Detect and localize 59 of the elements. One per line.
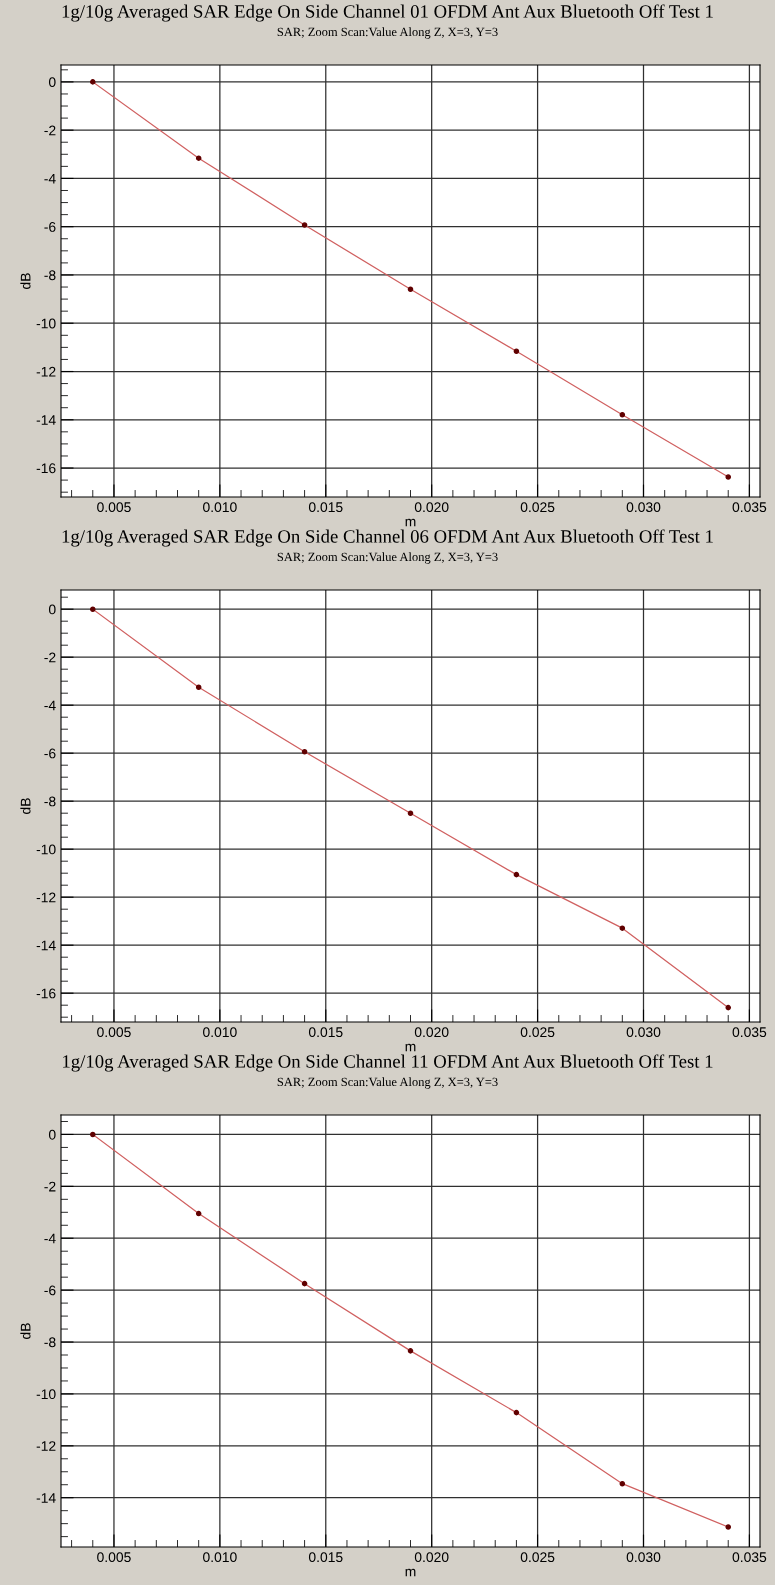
x-tick-label: 0.005 [97,502,131,513]
y-tick-label: -4 [44,173,56,184]
y-tick-label: 0 [48,77,56,88]
y-tick-label: -12 [36,366,56,377]
x-tick-label: 0.010 [203,1552,237,1563]
y-tick-label: 0 [48,604,56,615]
x-tick-label: 0.025 [520,502,555,513]
y-tick-label: -6 [44,1285,56,1296]
y-tick-label: -12 [36,892,56,903]
chart-subtitle: SAR; Zoom Scan:Value Along Z, X=3, Y=3 [277,552,498,564]
y-tick-label: -4 [44,700,56,711]
x-axis-title: m [405,518,416,527]
x-tick-label: 0.005 [97,1027,131,1038]
y-tick-label: -8 [44,1337,56,1348]
y-tick-label: -4 [44,1233,56,1244]
chart-title: 1g/10g Averaged SAR Edge On Side Channel 11 OFDM Ant Aux Bluetooth Off Test 1 [63,1054,713,1072]
x-tick-label: 0.020 [414,502,449,513]
y-tick-label: -6 [44,222,56,232]
y-tick-label: -14 [36,940,56,951]
x-tick-label: 0.025 [520,1552,555,1563]
x-tick-label: 0.035 [732,1027,767,1038]
x-tick-label: 0.035 [732,1552,767,1563]
y-tick-label: -16 [36,463,56,474]
y-axis-title: dB [20,798,31,814]
x-tick-label: 0.035 [732,502,767,513]
x-axis-title: m [405,1043,416,1052]
y-tick-label: 0 [48,1129,56,1140]
y-tick-label: -8 [44,270,56,281]
y-tick-label: -10 [36,318,56,329]
x-tick-label: 0.030 [626,502,661,513]
x-tick-label: 0.020 [414,1027,449,1038]
y-tick-label: -10 [36,1389,56,1400]
y-tick-label: -6 [44,748,56,759]
y-tick-label: -2 [44,652,56,663]
x-tick-label: 0.025 [520,1027,555,1038]
x-tick-label: 0.020 [414,1552,449,1563]
x-tick-label: 0.010 [203,502,237,513]
chart-title: 1g/10g Averaged SAR Edge On Side Channel 06 OFDM Ant Aux Bluetooth Off Test 1 [62,529,713,547]
x-tick-label: 0.030 [626,1552,661,1563]
y-tick-label: -14 [36,415,56,425]
chart-subtitle: SAR; Zoom Scan:Value Along Z, X=3, Y=3 [277,1077,498,1089]
y-tick-label: -2 [44,125,56,136]
y-tick-label: -8 [44,796,56,807]
x-tick-label: 0.030 [626,1027,661,1038]
chart-subtitle: SAR; Zoom Scan:Value Along Z, X=3, Y=3 [277,27,498,39]
y-axis-title: dB [20,1323,31,1339]
y-tick-label: -14 [36,1493,56,1503]
x-tick-label: 0.015 [308,1552,343,1563]
x-tick-label: 0.010 [203,1027,237,1038]
y-tick-label: -2 [44,1181,56,1192]
chart-title: 1g/10g Averaged SAR Edge On Side Channel 01 OFDM Ant Aux Bluetooth Off Test 1 [62,4,713,22]
y-axis-title: dB [20,273,31,289]
y-tick-label: -16 [36,988,56,999]
x-tick-label: 0.015 [308,502,343,513]
y-tick-label: -12 [36,1441,56,1451]
y-tick-label: -10 [36,844,56,855]
x-axis-title: m [405,1568,416,1577]
x-tick-label: 0.005 [97,1552,131,1563]
x-tick-label: 0.015 [308,1027,343,1038]
